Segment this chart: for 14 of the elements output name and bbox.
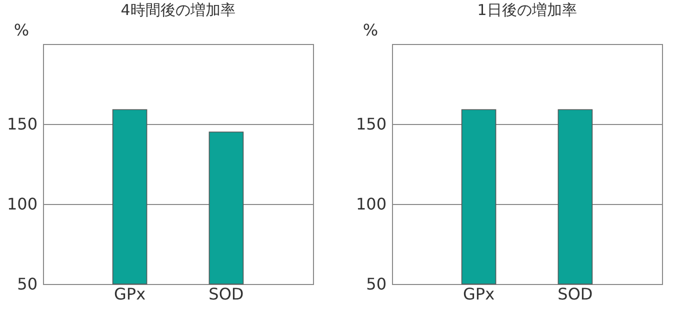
chart-title: 4時間後の増加率: [120, 1, 236, 19]
x-tick-label: SOD: [558, 284, 593, 304]
y-tick-label: 100: [6, 194, 38, 214]
chart-title: 1日後の増加率: [477, 1, 577, 19]
y-axis-title: %: [362, 20, 378, 40]
x-tick-label: GPx: [463, 284, 495, 304]
y-tick-label: 100: [356, 194, 386, 214]
x-tick-label: SOD: [208, 284, 244, 304]
y-tick-label: 50: [366, 274, 386, 294]
y-tick-label: 150: [6, 114, 38, 134]
x-tick-label: GPx: [114, 284, 146, 304]
y-axis-title: %: [14, 20, 30, 40]
y-tick-label: 50: [17, 274, 38, 294]
y-tick-label: 150: [356, 114, 386, 134]
